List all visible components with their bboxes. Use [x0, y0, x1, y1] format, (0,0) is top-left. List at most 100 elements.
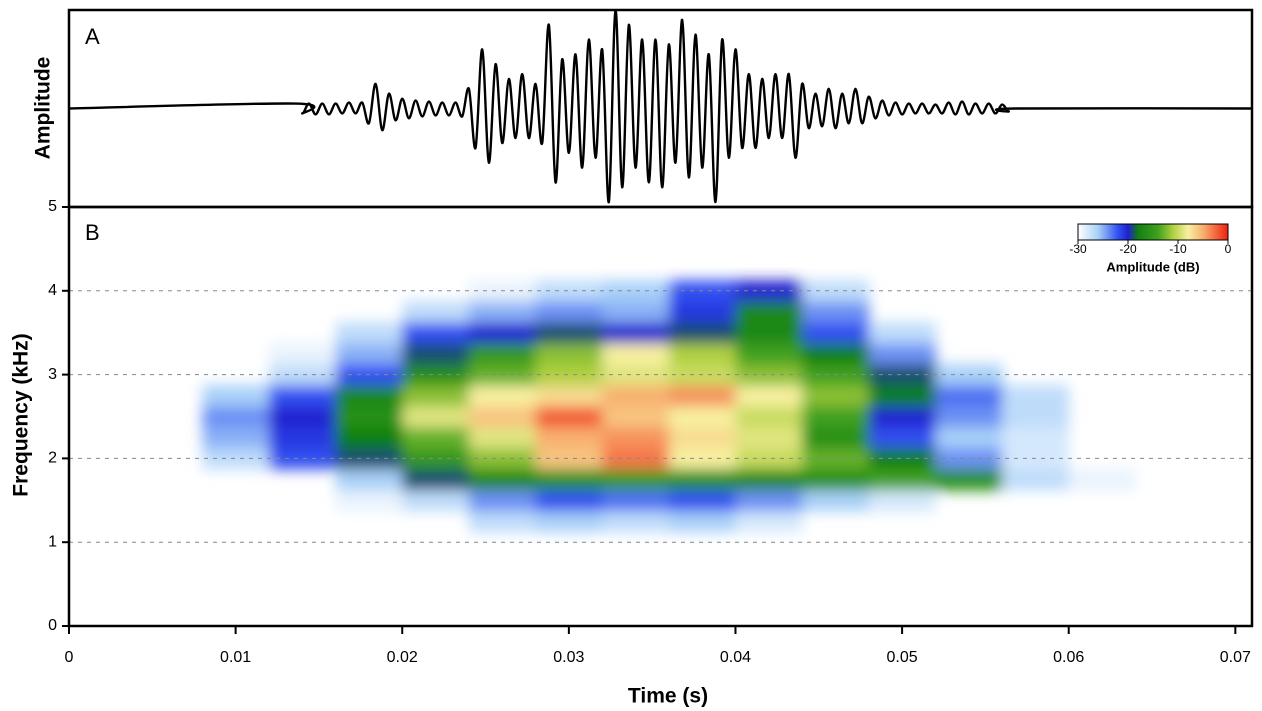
x-tick-label: 0.01: [220, 649, 251, 666]
colorbar: [1078, 224, 1228, 240]
heat-cell: [735, 343, 802, 364]
heat-cell: [202, 406, 269, 427]
heat-cell: [935, 406, 1002, 427]
heat-cell: [669, 301, 736, 322]
heat-cell: [1002, 469, 1069, 490]
heat-cell: [269, 343, 336, 364]
heat-cell: [802, 343, 869, 364]
waveform: [69, 10, 1252, 202]
heat-cell: [735, 490, 802, 511]
heat-cell: [735, 301, 802, 322]
x-tick-label: 0.07: [1220, 649, 1251, 666]
y-axis-label: Frequency (kHz): [10, 333, 33, 496]
waveform-line: [69, 10, 1252, 202]
heat-cell: [602, 490, 669, 511]
heat-cell: [802, 427, 869, 448]
panel-label: A: [85, 24, 100, 49]
colorbar-tick-label: -10: [1169, 242, 1187, 256]
y-tick-label: 0: [48, 617, 57, 634]
heat-cell: [935, 469, 1002, 490]
heat-cell: [602, 385, 669, 406]
heat-cell: [602, 511, 669, 532]
heatmap-cells: [202, 280, 1136, 532]
heat-cell: [269, 427, 336, 448]
heat-cell: [402, 469, 469, 490]
heat-cell: [202, 427, 269, 448]
heat-cell: [735, 469, 802, 490]
heat-cell: [669, 511, 736, 532]
heat-cell: [735, 427, 802, 448]
heat-cell: [402, 385, 469, 406]
x-tick-label: 0.05: [887, 649, 918, 666]
heat-cell: [669, 406, 736, 427]
heat-cell: [202, 385, 269, 406]
heat-cell: [469, 301, 536, 322]
heat-cell: [469, 490, 536, 511]
heat-cell: [536, 385, 603, 406]
heat-cell: [536, 511, 603, 532]
heat-cell: [669, 385, 736, 406]
heat-cell: [735, 385, 802, 406]
heat-cell: [869, 343, 936, 364]
heat-cell: [469, 406, 536, 427]
heat-cell: [402, 322, 469, 343]
colorbar-tick-label: 0: [1225, 242, 1232, 256]
x-tick-label: 0: [65, 649, 74, 666]
heat-cell: [469, 469, 536, 490]
y-tick-label: 1: [48, 533, 57, 550]
heat-cell: [1002, 385, 1069, 406]
heat-cell: [735, 406, 802, 427]
panel-label: B: [85, 220, 100, 245]
heat-cell: [336, 343, 403, 364]
heat-cell: [669, 490, 736, 511]
heat-cell: [802, 322, 869, 343]
heat-cell: [602, 343, 669, 364]
x-tick-label: 0.06: [1053, 649, 1084, 666]
heat-cell: [336, 385, 403, 406]
heat-cell: [536, 301, 603, 322]
heat-cell: [336, 469, 403, 490]
heat-cell: [469, 385, 536, 406]
colorbar-tick-label: -20: [1119, 242, 1137, 256]
heat-cell: [802, 301, 869, 322]
heat-cell: [869, 469, 936, 490]
heat-cell: [1002, 406, 1069, 427]
colorbar-tick-label: -30: [1069, 242, 1087, 256]
x-tick-label: 0.04: [720, 649, 751, 666]
heat-cell: [669, 469, 736, 490]
heat-cell: [536, 322, 603, 343]
x-tick-label: 0.02: [387, 649, 418, 666]
heat-cell: [402, 427, 469, 448]
heat-cell: [802, 406, 869, 427]
y-tick-label: 4: [48, 282, 57, 299]
heat-cell: [669, 343, 736, 364]
heat-cell: [469, 322, 536, 343]
heat-cell: [536, 427, 603, 448]
y-tick-label: 3: [48, 366, 57, 383]
heat-cell: [269, 385, 336, 406]
x-tick-label: 0.03: [553, 649, 584, 666]
heat-cell: [802, 385, 869, 406]
heat-cell: [536, 469, 603, 490]
heat-cell: [336, 406, 403, 427]
heat-cell: [402, 490, 469, 511]
heat-cell: [735, 511, 802, 532]
heat-cell: [802, 490, 869, 511]
heat-cell: [735, 322, 802, 343]
x-axis-label: Time (s): [628, 685, 708, 708]
heat-cell: [935, 385, 1002, 406]
heat-cell: [602, 469, 669, 490]
heat-cell: [869, 406, 936, 427]
heat-cell: [802, 469, 869, 490]
heat-cell: [1002, 427, 1069, 448]
heat-cell: [536, 406, 603, 427]
heat-cell: [602, 301, 669, 322]
heat-cell: [536, 343, 603, 364]
y-axis-label: Amplitude: [32, 57, 55, 160]
colorbar-label: Amplitude (dB): [1106, 259, 1199, 274]
heat-cell: [336, 490, 403, 511]
heat-cell: [402, 343, 469, 364]
heat-cell: [1069, 469, 1136, 490]
heat-cell: [669, 427, 736, 448]
